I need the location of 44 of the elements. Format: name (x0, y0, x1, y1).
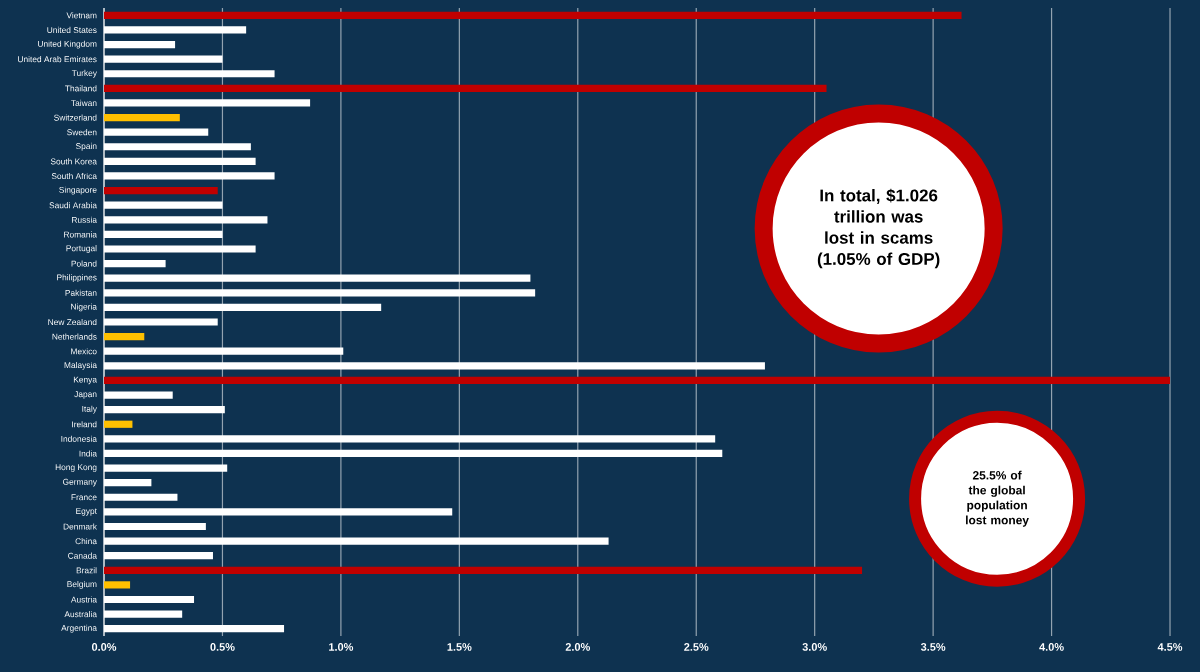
bar (104, 522, 206, 531)
annotation: In total, $1.026 trillion was lost in scams (1.05% of GDP) (817, 188, 940, 269)
bar (104, 318, 218, 326)
bar (104, 99, 311, 107)
bar (104, 610, 183, 618)
bar (104, 362, 765, 370)
bar (104, 157, 256, 165)
bar (104, 113, 180, 122)
bar (104, 625, 285, 633)
bar (104, 595, 195, 604)
bar (104, 143, 251, 151)
bar (104, 55, 223, 63)
bar (104, 464, 228, 472)
bar (104, 566, 863, 574)
bar (104, 479, 152, 487)
bar (104, 420, 133, 428)
bar (104, 40, 176, 49)
bar (104, 537, 609, 545)
bar (104, 216, 268, 224)
bar (104, 552, 213, 560)
bar (104, 376, 1171, 385)
bar (104, 26, 247, 34)
bar (104, 11, 962, 19)
bar (104, 581, 131, 589)
bar (104, 70, 275, 78)
bar (104, 391, 173, 399)
bar (104, 274, 531, 282)
bar (104, 303, 382, 312)
bar (104, 435, 716, 443)
bar (104, 449, 723, 458)
bar (104, 230, 223, 238)
bar (104, 333, 145, 341)
bar (104, 259, 166, 268)
bar (104, 347, 344, 355)
bar (104, 172, 275, 180)
bar (104, 289, 536, 297)
bar (104, 84, 827, 92)
bar (104, 128, 209, 136)
bar (104, 201, 223, 209)
bar (104, 508, 453, 516)
bar (104, 245, 256, 253)
bar (104, 406, 225, 414)
bar (104, 186, 218, 195)
bar (104, 493, 178, 501)
